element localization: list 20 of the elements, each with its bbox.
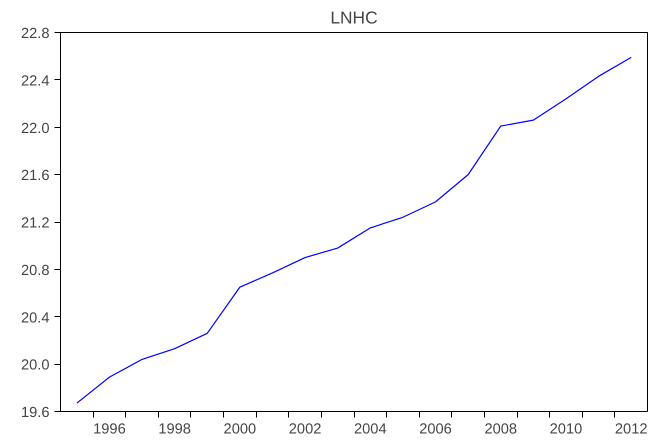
x-tick-label: 2004 [354, 422, 387, 438]
y-tick-label: 19.6 [20, 405, 50, 421]
y-tick-label: 20.4 [20, 310, 50, 326]
x-tick-label: 1996 [93, 422, 126, 438]
x-tick-label: 2006 [419, 422, 452, 438]
line-series [76, 56, 632, 404]
y-tick-label: 22.4 [20, 73, 50, 90]
y-tick-label: 20.8 [20, 262, 50, 279]
x-tick-label: 2008 [484, 422, 518, 438]
x-tick-label: 2000 [224, 422, 256, 438]
y-tick-label: 21.6 [20, 168, 50, 184]
y-tick-label: 22.0 [20, 120, 50, 137]
y-tick-label: 21.2 [20, 216, 50, 232]
x-tick-label: 2010 [550, 422, 582, 438]
x-tick-label: 1998 [158, 422, 191, 438]
x-tick-label: 2012 [614, 422, 648, 438]
chart-title: LNHC [330, 8, 378, 28]
y-tick-label: 20.0 [20, 358, 50, 374]
x-tick-label: 2002 [288, 422, 322, 438]
y-tick-label: 22.8 [20, 26, 50, 42]
